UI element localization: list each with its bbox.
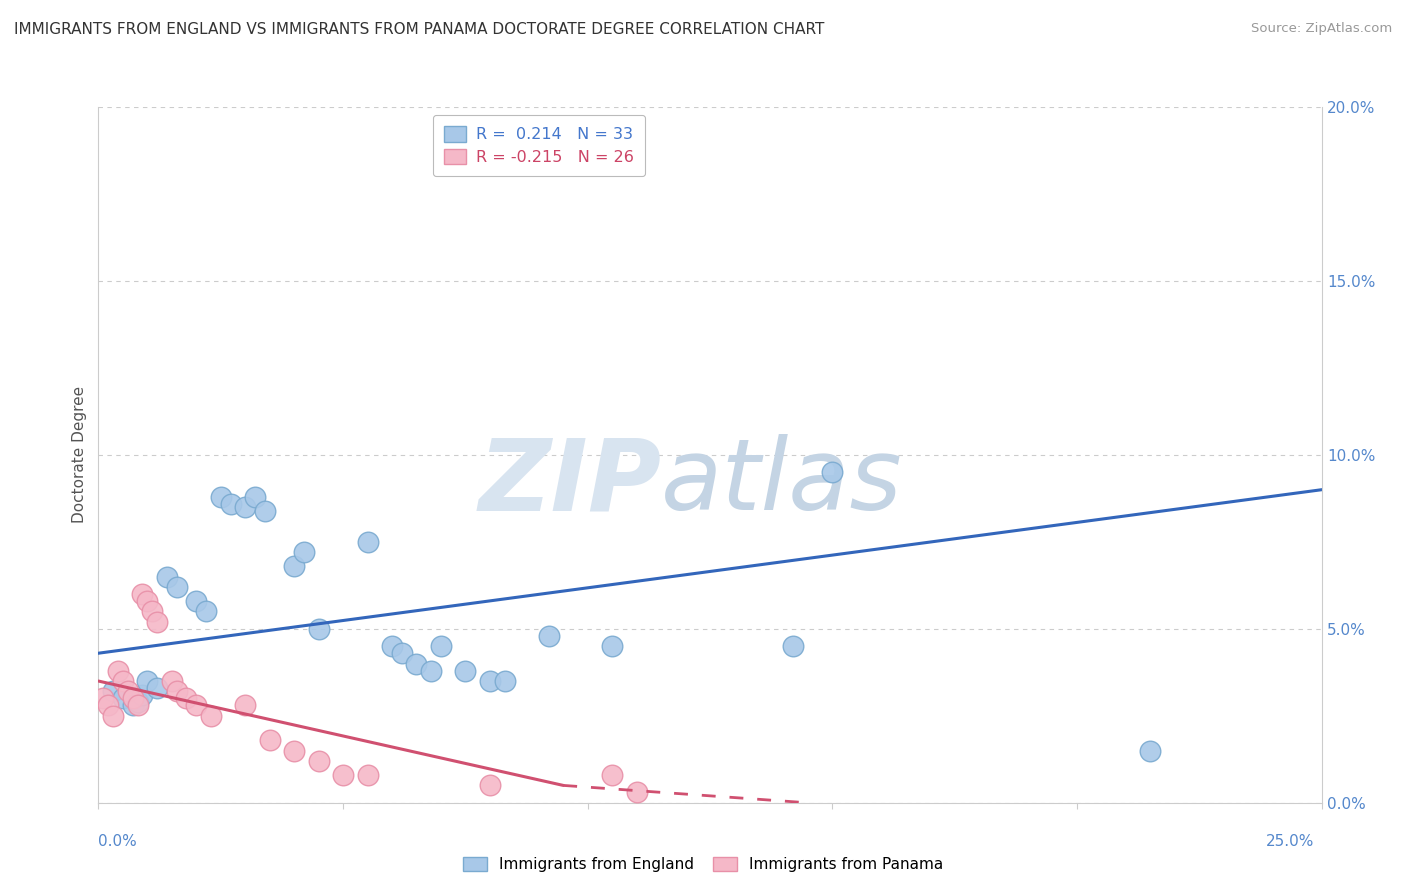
Point (136, 594, 159, 608)
Point (782, 639, 804, 653)
Point (478, 778, 501, 792)
Point (308, 622, 330, 636)
Point (308, 754, 330, 768)
Point (494, 674, 516, 689)
Point (600, 639, 623, 653)
Point (478, 674, 501, 689)
Point (91, 691, 114, 706)
Point (101, 708, 124, 723)
Point (233, 698, 256, 713)
Point (405, 657, 427, 671)
Point (821, 466, 844, 480)
Point (160, 674, 183, 689)
Point (454, 664, 477, 678)
Point (195, 605, 218, 619)
Text: 0.0%: 0.0% (98, 834, 138, 849)
Text: ZIP: ZIP (478, 434, 661, 532)
Y-axis label: Doctorate Degree: Doctorate Degree (72, 386, 87, 524)
Point (146, 681, 169, 695)
Point (283, 559, 305, 574)
Legend: Immigrants from England, Immigrants from Panama: Immigrants from England, Immigrants from… (456, 849, 950, 880)
Point (292, 545, 315, 559)
Point (356, 768, 378, 782)
Legend: R =  0.214   N = 33, R = -0.215   N = 26: R = 0.214 N = 33, R = -0.215 N = 26 (433, 115, 645, 176)
Point (121, 691, 143, 706)
Text: atlas: atlas (661, 434, 903, 532)
Point (107, 664, 129, 678)
Point (600, 768, 623, 782)
Point (111, 674, 134, 689)
Point (127, 695, 149, 709)
Point (186, 698, 208, 713)
Point (156, 570, 179, 584)
Point (101, 684, 124, 698)
Point (127, 698, 149, 713)
Point (136, 674, 159, 689)
Point (233, 500, 256, 514)
Point (200, 708, 222, 723)
Point (243, 490, 266, 504)
Point (186, 594, 208, 608)
Point (1139, 744, 1161, 758)
Point (283, 744, 305, 758)
Point (356, 534, 378, 549)
Point (146, 615, 169, 629)
Point (209, 490, 232, 504)
Text: IMMIGRANTS FROM ENGLAND VS IMMIGRANTS FROM PANAMA DOCTORATE DEGREE CORRELATION C: IMMIGRANTS FROM ENGLAND VS IMMIGRANTS FR… (14, 22, 824, 37)
Point (166, 580, 188, 594)
Point (391, 646, 413, 660)
Point (131, 587, 153, 601)
Text: Source: ZipAtlas.com: Source: ZipAtlas.com (1251, 22, 1392, 36)
Point (259, 733, 281, 747)
Point (332, 768, 354, 782)
Point (537, 629, 560, 643)
Text: 25.0%: 25.0% (1267, 834, 1315, 849)
Point (176, 691, 198, 706)
Point (253, 503, 276, 517)
Point (166, 684, 188, 698)
Point (97, 698, 120, 713)
Point (420, 664, 443, 678)
Point (430, 639, 453, 653)
Point (219, 497, 242, 511)
Point (121, 698, 143, 713)
Point (131, 688, 153, 702)
Point (381, 639, 404, 653)
Point (117, 684, 139, 698)
Point (626, 785, 648, 799)
Point (141, 605, 163, 619)
Point (111, 691, 134, 706)
